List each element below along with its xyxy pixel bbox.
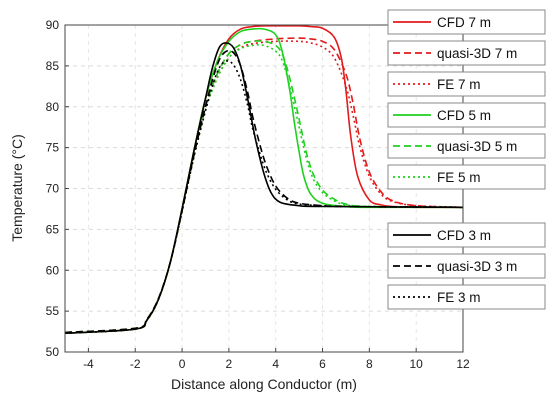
y-tick-label: 70 — [46, 182, 60, 196]
legend-label: CFD 3 m — [437, 228, 491, 243]
x-tick-label: 0 — [179, 357, 186, 371]
series-line — [64, 60, 464, 334]
x-axis-title: Distance along Conductor (m) — [171, 376, 357, 392]
legend-item: CFD 5 m — [387, 102, 546, 128]
legend-box — [387, 133, 546, 159]
axis-ticks: 50 55 60 65 70 75 80 85 90 -4 -2 0 2 4 6 8 10 12 — [46, 18, 470, 371]
x-tick-label: 8 — [366, 357, 373, 371]
legend-item: FE 7 m — [387, 71, 546, 97]
legend-item: CFD 7 m — [387, 9, 546, 35]
series-lines — [64, 24, 464, 334]
x-tick-label: 12 — [456, 357, 470, 371]
legend-box — [387, 40, 546, 66]
y-tick-label: 90 — [46, 18, 60, 32]
y-tick-label: 75 — [46, 141, 60, 155]
y-tick-label: 80 — [46, 100, 60, 114]
legend-item: quasi-3D 5 m — [387, 133, 546, 159]
x-tick-label: 2 — [226, 357, 233, 371]
series-line — [64, 40, 464, 334]
x-tick-label: 4 — [272, 357, 279, 371]
legend-label: CFD 5 m — [437, 108, 491, 123]
legend-item: CFD 3 m — [387, 222, 546, 248]
legend-box — [387, 253, 546, 279]
legend-label: FE 7 m — [437, 77, 481, 92]
y-tick-label: 50 — [46, 345, 60, 359]
y-axis-title: Temperature (°C) — [9, 134, 25, 242]
legend-label: quasi-3D 3 m — [437, 259, 517, 274]
legend-item: quasi-3D 3 m — [387, 253, 546, 279]
legend-label: FE 3 m — [437, 290, 481, 305]
legend-item: FE 5 m — [387, 164, 546, 190]
y-tick-label: 60 — [46, 263, 60, 277]
x-tick-label: 10 — [409, 357, 423, 371]
x-tick-label: -4 — [83, 357, 94, 371]
y-tick-label: 65 — [46, 222, 60, 236]
legend-label: quasi-3D 7 m — [437, 46, 517, 61]
legend-label: FE 5 m — [437, 170, 481, 185]
x-tick-label: 6 — [319, 357, 326, 371]
legend-label: quasi-3D 5 m — [437, 139, 517, 154]
legend-label: CFD 7 m — [437, 15, 491, 30]
legend: CFD 7 m quasi-3D 7 m FE 7 m CFD 5 m quasi-3D… — [387, 9, 546, 310]
y-tick-label: 55 — [46, 304, 60, 318]
y-tick-label: 85 — [46, 59, 60, 73]
legend-item: FE 3 m — [387, 284, 546, 310]
x-tick-label: -2 — [130, 357, 141, 371]
legend-item: quasi-3D 7 m — [387, 40, 546, 66]
